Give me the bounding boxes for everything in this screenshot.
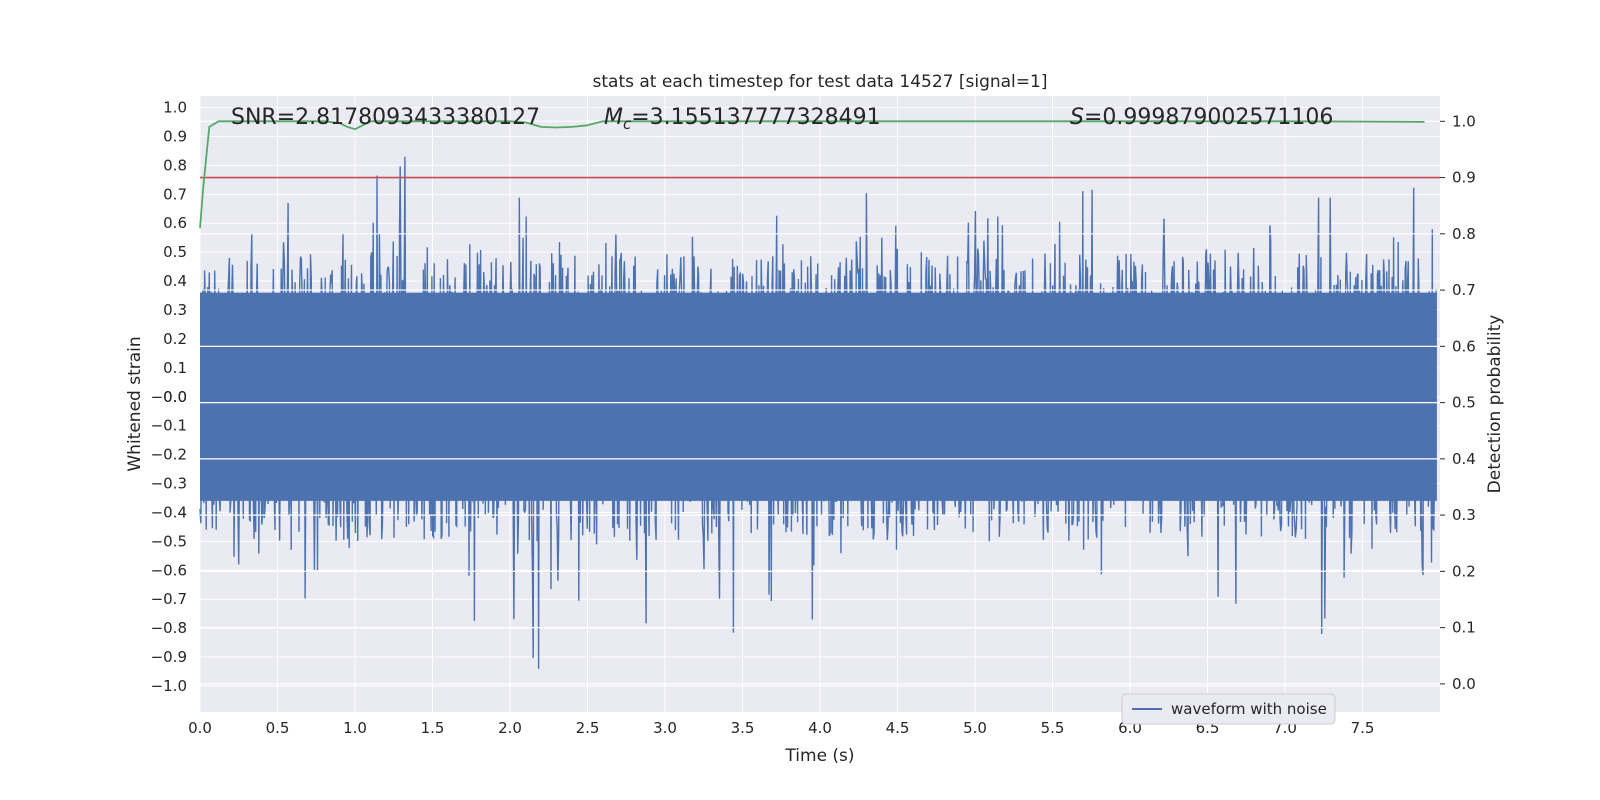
y-tick-label: 0.4: [163, 272, 187, 290]
y-tick-label: −1.0: [151, 677, 187, 695]
s-value: =0.999879002571106: [1084, 105, 1333, 130]
waveform-series: [199, 156, 1437, 669]
y2-tick-label: 0.8: [1452, 225, 1476, 243]
y2-axis-ticks: 0.0 0.1 0.2 0.3 0.4 0.5 0.6 0.7 0.8 0.9 1.0: [1440, 112, 1476, 693]
y2-tick-label: 0.5: [1452, 394, 1476, 412]
y-tick-label: −0.8: [151, 619, 187, 637]
y-tick-label: −0.5: [151, 532, 187, 550]
chirp-mass-symbol: M: [604, 105, 623, 130]
probability-line: [199, 120, 1425, 229]
legend: waveform with noise: [1121, 693, 1336, 725]
y-tick-label: 0.3: [163, 301, 187, 319]
y-tick-label: −0.1: [151, 417, 187, 435]
y-tick-label: −0.9: [151, 648, 187, 666]
snr-annotation: SNR=2.8178093433380127: [231, 105, 540, 130]
y-axis-ticks: 1.0 0.9 0.8 0.7 0.6 0.5 0.4 0.3 0.2 0.1 0.0−0.0 −0.…: [151, 99, 187, 695]
x-tick-label: 4.5: [886, 719, 910, 737]
x-tick-label: 3.0: [653, 719, 677, 737]
y-tick-label: 0.2: [163, 330, 187, 348]
y-tick-label: 0.1: [163, 359, 187, 377]
chirp-mass-subscript: c: [623, 115, 632, 133]
x-tick-label: 2.0: [498, 719, 522, 737]
waveform-core: [200, 292, 1437, 501]
x-tick-label: 2.5: [576, 719, 600, 737]
y2-tick-label: 0.4: [1452, 450, 1476, 468]
y-tick-label: −0.4: [151, 503, 187, 521]
snr-value: =2.8178093433380127: [277, 105, 540, 130]
chirp-mass-annotation: Mc=3.155137777328491: [604, 105, 881, 133]
y-tick-label: −0.6: [151, 561, 187, 579]
y-tick-label: −0.3: [151, 475, 187, 493]
snr-name: SNR: [231, 105, 277, 130]
y2-tick-label: 0.9: [1452, 169, 1476, 187]
x-tick-label: 1.5: [421, 719, 445, 737]
chart-title: stats at each timestep for test data 145…: [593, 72, 1048, 92]
y2-tick-label: 0.2: [1452, 562, 1476, 580]
y-tick-label: 0.6: [163, 214, 187, 232]
chirp-mass-value: =3.155137777328491: [631, 105, 880, 130]
x-tick-label: 7.5: [1351, 719, 1375, 737]
y2-tick-label: 0.3: [1452, 506, 1476, 524]
y-tick-label: 0.5: [163, 243, 187, 261]
x-tick-label: 1.0: [343, 719, 367, 737]
y-tick-label: 0.0: [163, 388, 187, 406]
probability-series: [199, 120, 1440, 229]
x-tick-label: 4.0: [808, 719, 832, 737]
y-tick-label: 0.9: [163, 127, 187, 145]
y2-tick-label: 0.1: [1452, 619, 1476, 637]
legend-box: [1121, 693, 1336, 725]
y2-tick-label: 0.0: [1452, 675, 1476, 693]
x-tick-label: 0.5: [266, 719, 290, 737]
s-symbol: S: [1070, 105, 1084, 130]
s-annotation: S=0.999879002571106: [1070, 105, 1333, 130]
y-tick-label: 1.0: [163, 99, 187, 117]
legend-label: waveform with noise: [1171, 700, 1327, 718]
x-axis-label: Time (s): [784, 746, 854, 766]
x-tick-label: 5.0: [963, 719, 987, 737]
x-tick-label: 0.0: [188, 719, 212, 737]
y-tick-label: 0.8: [163, 156, 187, 174]
y2-tick-label: 0.6: [1452, 337, 1476, 355]
x-tick-label: 3.5: [731, 719, 755, 737]
y2-tick-label: 0.7: [1452, 281, 1476, 299]
y-tick-label: 0.7: [163, 185, 187, 203]
y-tick-label: −0.2: [151, 446, 187, 464]
y-tick-label: −0.7: [151, 590, 187, 608]
y2-tick-label: 1.0: [1452, 112, 1476, 130]
y-axis-label: Whitened strain: [125, 336, 145, 471]
x-tick-label: 5.5: [1041, 719, 1065, 737]
y2-axis-label: Detection probability: [1485, 315, 1505, 494]
y-tick-label: −0.0: [151, 388, 187, 406]
